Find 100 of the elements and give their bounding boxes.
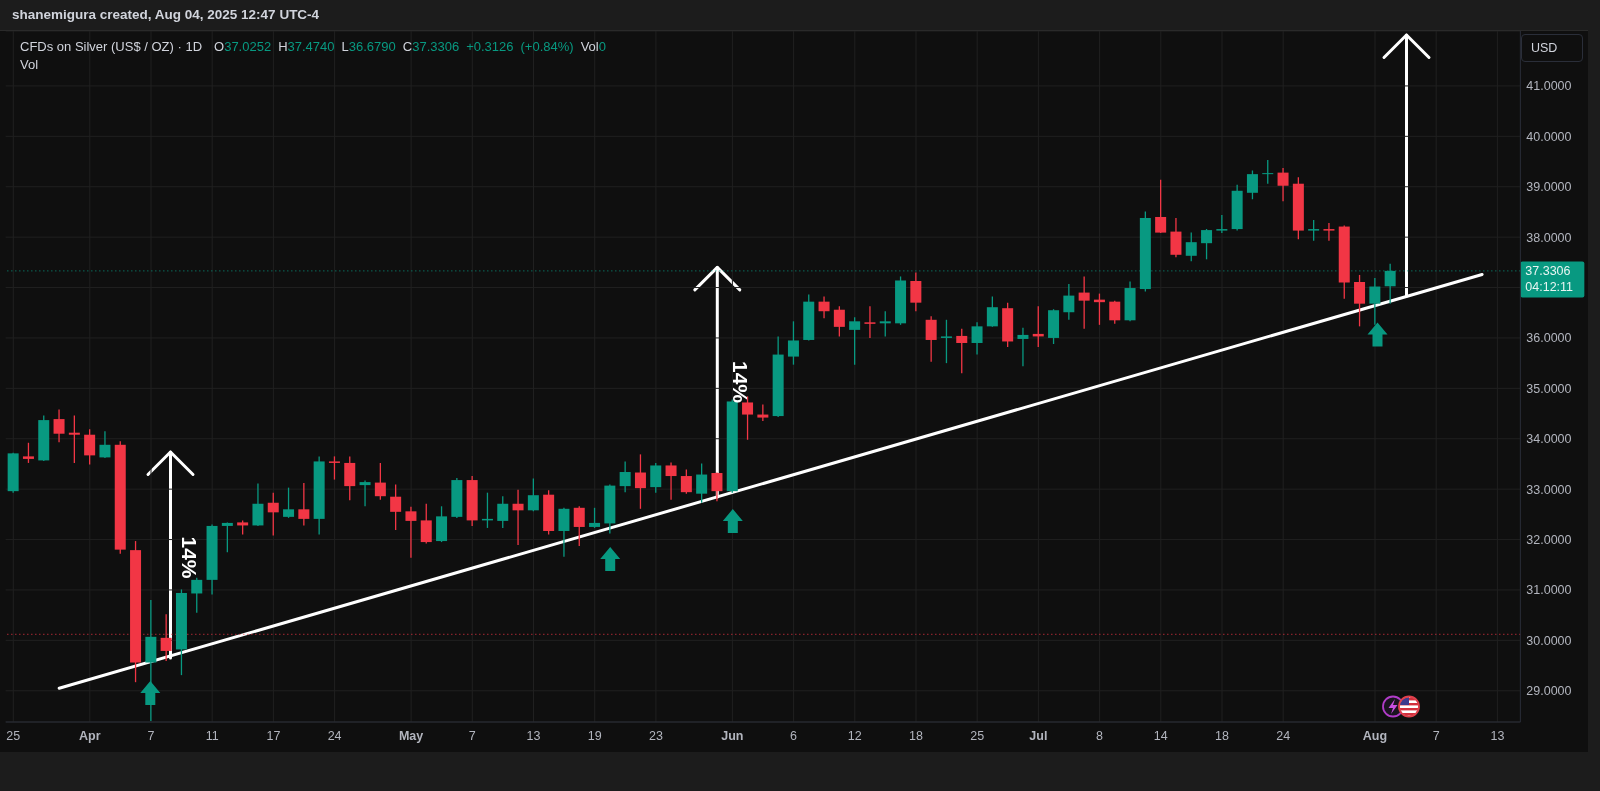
candlestick	[864, 305, 876, 339]
candlestick	[1308, 219, 1320, 242]
x-tick-label: 18	[1215, 728, 1229, 743]
candlestick	[940, 319, 952, 364]
text: USD	[1521, 34, 1583, 62]
x-tick-label: 17	[266, 728, 281, 743]
candlestick	[221, 521, 233, 553]
candlestick	[1017, 327, 1029, 367]
x-tick-label: Jun	[721, 728, 744, 743]
candlestick	[757, 403, 769, 422]
candlestick	[818, 295, 830, 319]
x-tick-label: 14	[1153, 728, 1168, 743]
x-tick-label: 18	[909, 728, 923, 743]
y-tick-label: 32.0000	[1526, 532, 1572, 547]
candlestick	[650, 462, 662, 494]
candlestick	[833, 305, 845, 338]
y-tick-label: 39.0000	[1526, 180, 1572, 195]
candlestick	[1109, 300, 1121, 325]
text: shanemigura created, Aug 04, 2025 12:47 UTC-4	[12, 6, 320, 24]
candlestick	[910, 271, 922, 312]
candlestick	[711, 471, 723, 502]
candlestick	[390, 483, 402, 531]
candlestick	[849, 316, 861, 366]
candlestick	[22, 442, 34, 464]
candlestick	[84, 428, 96, 466]
candlestick	[252, 482, 264, 527]
annotation: 14%	[178, 536, 202, 579]
candlestick	[665, 461, 677, 501]
candlestick	[359, 479, 371, 507]
y-tick-label: 34.0000	[1526, 432, 1572, 447]
ref-line-label: 37.3306	[1525, 264, 1571, 279]
candlestick	[344, 455, 356, 501]
candlestick	[971, 321, 983, 356]
x-tick-label: 12	[847, 728, 862, 743]
text: O37.0252 H37.4740 L36.6790 C37.3306 +0.3126 (+0.84%) Vol0	[214, 39, 606, 54]
text: CFDs on Silver (US$ / OZ) · 1D	[20, 38, 203, 56]
candlestick	[283, 486, 295, 519]
candlestick	[191, 577, 203, 614]
candlestick	[1185, 231, 1197, 262]
candlestick	[1063, 283, 1075, 321]
candlestick	[956, 328, 968, 374]
x-tick-label: Aug	[1362, 728, 1388, 743]
y-tick-label: 35.0000	[1526, 381, 1572, 396]
candlestick	[328, 455, 340, 481]
candlestick	[925, 315, 937, 363]
annotation: 14%	[728, 360, 752, 404]
x-tick-label: Apr	[79, 728, 101, 743]
candlestick	[298, 482, 310, 527]
y-tick-label: 38.0000	[1526, 230, 1572, 245]
x-tick-label: 8	[1096, 728, 1104, 743]
candlestick	[1155, 179, 1167, 234]
y-tick-label: 40.0000	[1526, 129, 1572, 144]
candlestick	[696, 462, 708, 504]
candlestick	[1078, 275, 1090, 330]
x-tick-label: 7	[468, 728, 476, 743]
x-tick-label: 7	[1432, 728, 1440, 743]
x-tick-label: 25	[970, 728, 985, 743]
x-tick-label: 24	[1276, 728, 1291, 743]
x-tick-label: 6	[790, 728, 798, 743]
candlestick	[558, 507, 570, 558]
x-tick-label: 11	[205, 728, 219, 743]
x-tick-label: 25	[6, 728, 21, 743]
x-tick-label: Jul	[1029, 728, 1048, 743]
y-tick-label: 30.0000	[1526, 633, 1572, 648]
candlestick	[787, 320, 799, 366]
x-tick-label: 19	[587, 728, 602, 743]
candlestick	[589, 507, 601, 529]
candlestick	[634, 453, 646, 510]
y-tick-label: 33.0000	[1526, 482, 1572, 497]
candlestick	[68, 414, 80, 464]
x-tick-label: 23	[648, 728, 663, 743]
x-tick-label: 13	[1490, 728, 1505, 743]
candlestick	[1246, 169, 1258, 200]
candlestick	[405, 506, 417, 559]
candlestick	[619, 460, 631, 493]
candlestick	[1201, 228, 1213, 260]
candlestick	[420, 503, 432, 545]
x-tick-label: 24	[327, 728, 342, 743]
annotation: Vol	[20, 56, 39, 74]
candlestick	[680, 468, 692, 495]
candlestick	[99, 430, 111, 459]
candlestick	[1369, 277, 1381, 326]
y-tick-label: 29.0000	[1526, 684, 1572, 699]
candlestick	[879, 310, 891, 338]
text: 04:12:11	[1525, 280, 1574, 295]
x-tick-label: 7	[147, 728, 155, 743]
candlestick	[527, 477, 539, 512]
y-tick-label: 41.0000	[1526, 79, 1572, 94]
candlestick	[1354, 274, 1366, 327]
x-tick-label: May	[398, 728, 424, 743]
candlestick	[53, 408, 65, 443]
candlestick	[1323, 222, 1335, 242]
x-tick-label: 13	[526, 728, 541, 743]
y-tick-label: 31.0000	[1526, 583, 1572, 598]
candlestick	[497, 495, 509, 529]
candlestick	[1262, 159, 1274, 185]
candlestick	[512, 489, 524, 546]
candlestick	[1277, 167, 1289, 203]
y-tick-label: 36.0000	[1526, 331, 1572, 346]
candlestick	[1170, 217, 1182, 258]
